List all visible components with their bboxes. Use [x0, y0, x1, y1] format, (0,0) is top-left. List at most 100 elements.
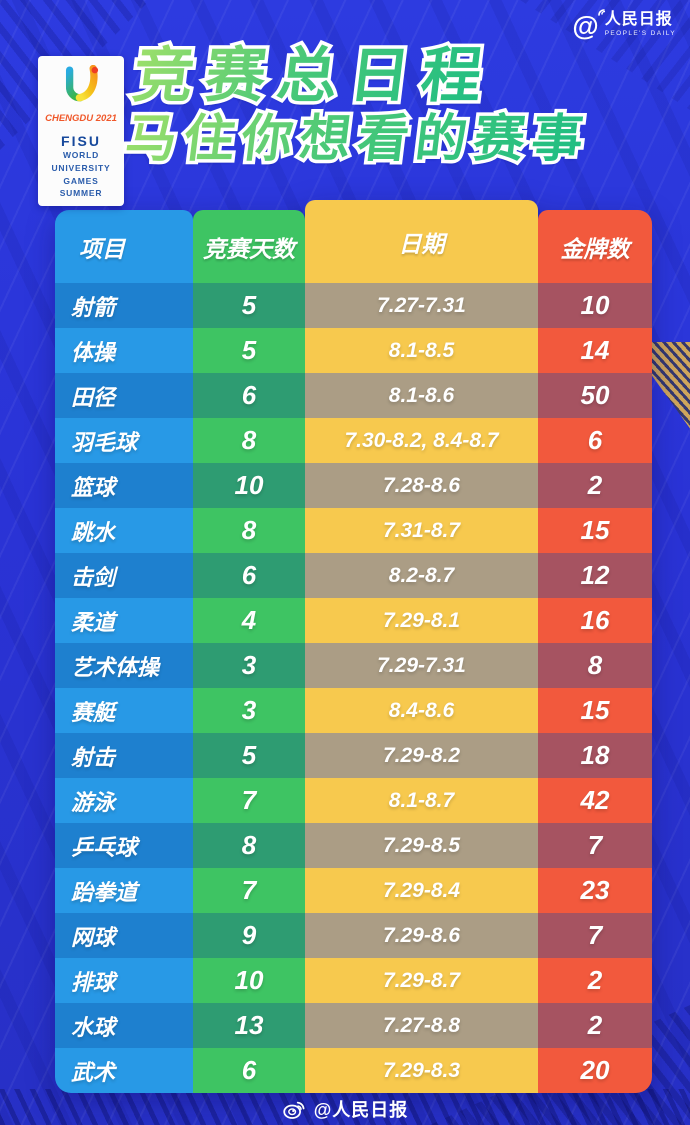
footer-credit-text: @人民日报 [313, 1099, 409, 1120]
table-row: 跆拳道 7 7.29-8.4 23 [55, 868, 652, 913]
fisu-word-university: UNIVERSITY [51, 162, 111, 173]
peoples-daily-subtitle: PEOPLE'S DAILY [604, 30, 676, 38]
table-row: 田径 6 8.1-8.6 50 [55, 373, 652, 418]
event-cell: 体操 [55, 328, 193, 373]
days-cell: 6 [193, 373, 305, 418]
days-cell: 7 [193, 778, 305, 823]
sound-waves-icon [597, 9, 605, 16]
event-cell: 射箭 [55, 283, 193, 328]
days-cell: 3 [193, 688, 305, 733]
days-cell: 5 [193, 328, 305, 373]
days-cell: 9 [193, 913, 305, 958]
days-cell: 13 [193, 1003, 305, 1048]
days-cell: 10 [193, 463, 305, 508]
date-cell: 8.1-8.6 [305, 373, 538, 418]
medals-cell: 8 [538, 643, 652, 688]
medals-cell: 50 [538, 373, 652, 418]
table-row: 游泳 7 8.1-8.7 42 [55, 778, 652, 823]
medals-cell: 16 [538, 598, 652, 643]
table-row: 网球 9 7.29-8.6 7 [55, 913, 652, 958]
medals-cell: 7 [538, 823, 652, 868]
peoples-daily-name: 人民日报 [604, 11, 673, 28]
date-cell: 7.29-7.31 [305, 643, 538, 688]
footer-credit: @人民日报 [0, 1092, 690, 1125]
table-row: 柔道 4 7.29-8.1 16 [55, 598, 652, 643]
medals-cell: 18 [538, 733, 652, 778]
table-row: 武术 6 7.29-8.3 20 [55, 1048, 652, 1093]
date-cell: 7.29-8.1 [305, 598, 538, 643]
days-cell: 6 [193, 553, 305, 598]
date-cell: 7.27-8.8 [305, 1003, 538, 1048]
table-row: 乒乓球 8 7.29-8.5 7 [55, 823, 652, 868]
schedule-table: 项目 竞赛天数 日期 金牌数 射箭 5 7.27-7.31 10 体操 5 8.1-8.5 1… [55, 200, 652, 1093]
date-cell: 8.2-8.7 [305, 553, 538, 598]
medals-cell: 14 [538, 328, 652, 373]
medals-cell: 6 [538, 418, 652, 463]
event-cell: 柔道 [55, 598, 193, 643]
medals-cell: 20 [538, 1048, 652, 1093]
poster-title: 竞赛总日程竞赛总日程 马住你想看的赛事马住你想看的赛事 [119, 39, 602, 171]
medals-cell: 42 [538, 778, 652, 823]
column-header-event: 项目 [55, 210, 193, 283]
medals-cell: 23 [538, 868, 652, 913]
date-cell: 7.31-8.7 [305, 508, 538, 553]
table-row: 赛艇 3 8.4-8.6 15 [55, 688, 652, 733]
megaphone-at-icon: @ [572, 9, 605, 40]
date-cell: 8.1-8.7 [305, 778, 538, 823]
schedule-table-header: 项目 竞赛天数 日期 金牌数 [55, 200, 652, 283]
date-cell: 7.29-8.3 [305, 1048, 538, 1093]
days-cell: 3 [193, 643, 305, 688]
medals-cell: 15 [538, 508, 652, 553]
event-cell: 田径 [55, 373, 193, 418]
medals-cell: 2 [538, 958, 652, 1003]
fisu-word-summer: SUMMER [59, 188, 103, 199]
date-cell: 7.29-8.7 [305, 958, 538, 1003]
event-cell: 乒乓球 [55, 823, 193, 868]
chengdu-2021-label: CHENGDU 2021 [45, 113, 117, 124]
days-cell: 5 [193, 733, 305, 778]
event-cell: 击剑 [55, 553, 193, 598]
event-cell: 艺术体操 [55, 643, 193, 688]
table-row: 射击 5 7.29-8.2 18 [55, 733, 652, 778]
event-cell: 武术 [55, 1048, 193, 1093]
date-cell: 7.29-8.6 [305, 913, 538, 958]
event-cell: 跆拳道 [55, 868, 193, 913]
fisu-word-games: GAMES [63, 175, 99, 186]
event-cell: 篮球 [55, 463, 193, 508]
date-cell: 7.30-8.2, 8.4-8.7 [305, 418, 538, 463]
event-cell: 射击 [55, 733, 193, 778]
date-cell: 7.29-8.2 [305, 733, 538, 778]
date-cell: 7.28-8.6 [305, 463, 538, 508]
date-cell: 7.29-8.5 [305, 823, 538, 868]
medals-cell: 2 [538, 463, 652, 508]
days-cell: 6 [193, 1048, 305, 1093]
medals-cell: 10 [538, 283, 652, 328]
days-cell: 8 [193, 418, 305, 463]
date-cell: 8.1-8.5 [305, 328, 538, 373]
days-cell: 7 [193, 868, 305, 913]
event-cell: 赛艇 [55, 688, 193, 733]
weibo-icon [283, 1101, 305, 1119]
medals-cell: 15 [538, 688, 652, 733]
table-row: 排球 10 7.29-8.7 2 [55, 958, 652, 1003]
event-cell: 游泳 [55, 778, 193, 823]
days-cell: 8 [193, 508, 305, 553]
event-cell: 水球 [55, 1003, 193, 1048]
date-cell: 8.4-8.6 [305, 688, 538, 733]
table-row: 跳水 8 7.31-8.7 15 [55, 508, 652, 553]
schedule-table-body: 射箭 5 7.27-7.31 10 体操 5 8.1-8.5 14 田径 6 8.1-8.6 50 羽毛… [55, 283, 652, 1093]
fisu-u-logo [65, 65, 99, 102]
table-row: 篮球 10 7.28-8.6 2 [55, 463, 652, 508]
event-cell: 排球 [55, 958, 193, 1003]
table-row: 艺术体操 3 7.29-7.31 8 [55, 643, 652, 688]
fisu-label: FISU [61, 133, 101, 149]
medals-cell: 2 [538, 1003, 652, 1048]
table-row: 击剑 6 8.2-8.7 12 [55, 553, 652, 598]
days-cell: 10 [193, 958, 305, 1003]
days-cell: 5 [193, 283, 305, 328]
table-row: 水球 13 7.27-8.8 2 [55, 1003, 652, 1048]
event-cell: 跳水 [55, 508, 193, 553]
table-row: 射箭 5 7.27-7.31 10 [55, 283, 652, 328]
peoples-daily-logo: @ 人民日报 PEOPLE'S DAILY [572, 9, 676, 40]
chengdu-2021-logo-card: CHENGDU 2021 FISU WORLD UNIVERSITY GAMES… [38, 56, 124, 206]
